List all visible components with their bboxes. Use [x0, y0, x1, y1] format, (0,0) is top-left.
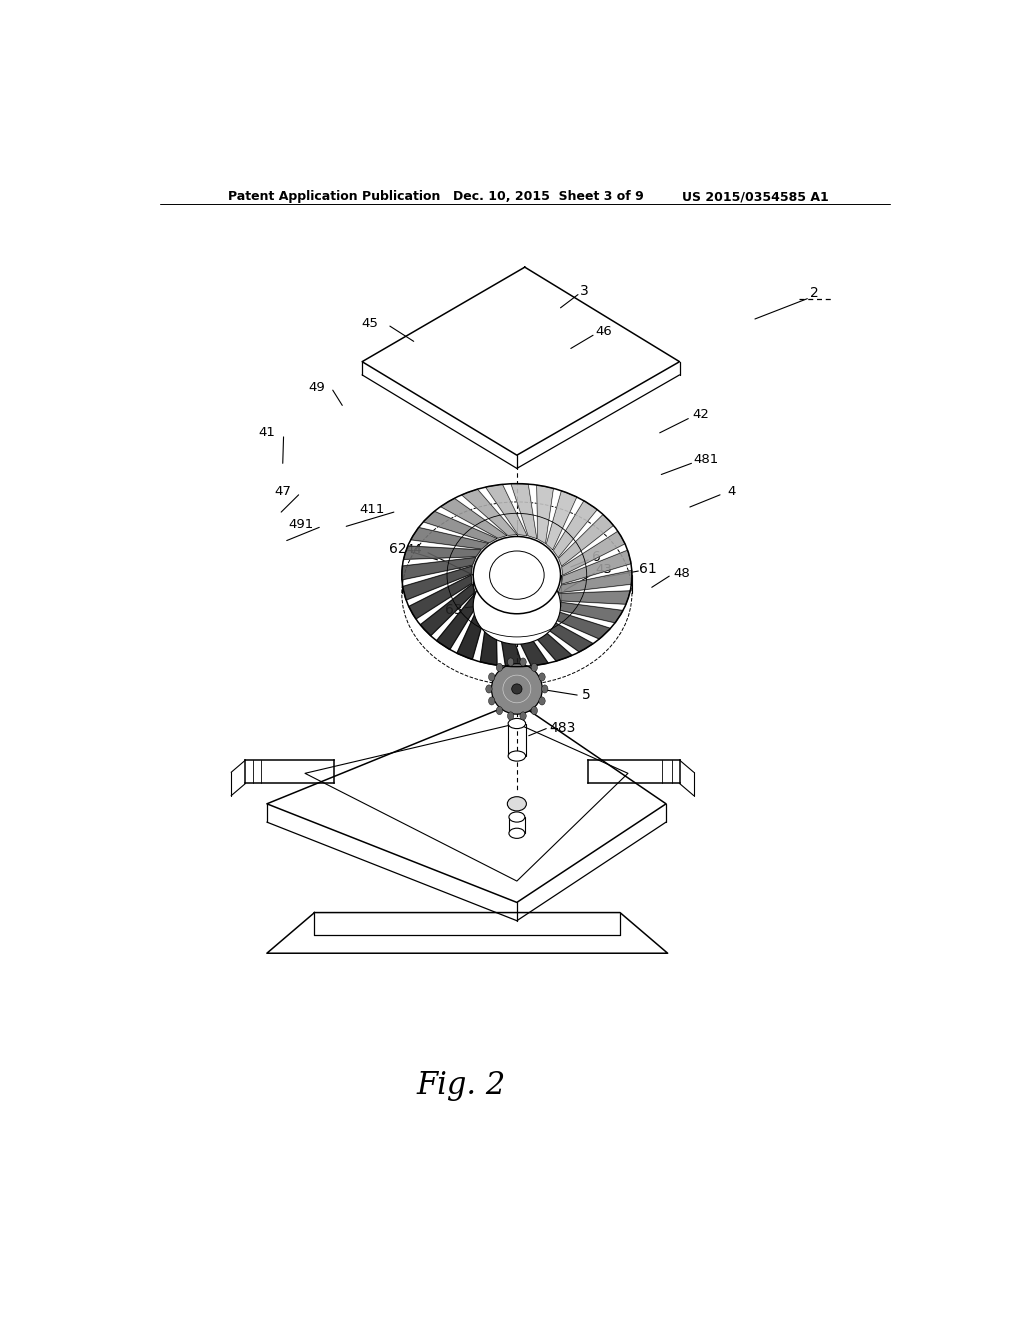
Text: 48: 48 — [674, 566, 690, 579]
Text: 411: 411 — [359, 503, 385, 516]
Polygon shape — [457, 601, 487, 660]
Ellipse shape — [488, 697, 495, 705]
Polygon shape — [546, 601, 623, 623]
Text: 45: 45 — [361, 317, 379, 330]
Ellipse shape — [520, 711, 526, 719]
Polygon shape — [402, 566, 472, 601]
Ellipse shape — [512, 684, 522, 694]
Ellipse shape — [542, 685, 548, 693]
Ellipse shape — [509, 828, 525, 838]
Ellipse shape — [473, 568, 560, 644]
Polygon shape — [462, 490, 517, 536]
Ellipse shape — [492, 664, 543, 714]
Polygon shape — [537, 484, 553, 544]
Ellipse shape — [488, 673, 495, 681]
Polygon shape — [537, 607, 610, 639]
Text: Patent Application Publication: Patent Application Publication — [228, 190, 440, 203]
Polygon shape — [553, 500, 597, 557]
Text: 481: 481 — [693, 453, 719, 466]
Ellipse shape — [520, 657, 526, 667]
Ellipse shape — [539, 673, 545, 681]
Polygon shape — [440, 499, 507, 539]
Text: 46: 46 — [596, 325, 612, 338]
Ellipse shape — [497, 706, 503, 714]
Polygon shape — [403, 546, 481, 560]
Polygon shape — [402, 557, 475, 579]
Ellipse shape — [509, 812, 525, 822]
Text: 47: 47 — [274, 486, 291, 498]
Text: Fig. 2: Fig. 2 — [417, 1069, 506, 1101]
Text: 62: 62 — [389, 541, 407, 556]
Text: 63: 63 — [444, 603, 462, 616]
Text: 2: 2 — [810, 285, 819, 300]
Ellipse shape — [508, 711, 514, 719]
Ellipse shape — [507, 797, 526, 810]
Polygon shape — [497, 611, 523, 667]
Text: 43: 43 — [596, 562, 612, 576]
Ellipse shape — [508, 718, 525, 729]
Polygon shape — [553, 591, 630, 605]
Ellipse shape — [508, 751, 525, 762]
Polygon shape — [547, 491, 577, 550]
Text: 483: 483 — [550, 721, 577, 735]
Polygon shape — [480, 607, 497, 665]
Text: Dec. 10, 2015  Sheet 3 of 9: Dec. 10, 2015 Sheet 3 of 9 — [454, 190, 644, 203]
Text: 49: 49 — [308, 380, 326, 393]
Text: 61: 61 — [639, 562, 656, 576]
Ellipse shape — [539, 697, 545, 705]
Text: 44: 44 — [406, 544, 422, 556]
Ellipse shape — [531, 706, 538, 714]
Polygon shape — [411, 528, 488, 549]
Polygon shape — [485, 484, 527, 536]
Polygon shape — [517, 615, 572, 661]
Polygon shape — [562, 531, 625, 576]
Polygon shape — [527, 612, 593, 652]
Text: 41: 41 — [258, 426, 275, 440]
Ellipse shape — [531, 663, 538, 672]
Polygon shape — [559, 515, 613, 566]
Ellipse shape — [497, 663, 503, 672]
Polygon shape — [507, 615, 548, 665]
Text: 6: 6 — [592, 550, 601, 564]
Text: 3: 3 — [580, 284, 589, 297]
Text: 4: 4 — [727, 486, 735, 498]
Polygon shape — [423, 511, 497, 543]
Polygon shape — [420, 585, 475, 636]
Polygon shape — [561, 550, 631, 585]
Ellipse shape — [485, 685, 493, 693]
Polygon shape — [511, 483, 537, 539]
Ellipse shape — [508, 657, 514, 667]
Polygon shape — [436, 593, 480, 649]
Text: 491: 491 — [289, 517, 313, 531]
Text: US 2015/0354585 A1: US 2015/0354585 A1 — [682, 190, 828, 203]
Ellipse shape — [473, 536, 560, 614]
Polygon shape — [409, 576, 472, 619]
Text: 5: 5 — [582, 688, 590, 702]
Text: 42: 42 — [692, 408, 710, 421]
Polygon shape — [558, 570, 632, 593]
